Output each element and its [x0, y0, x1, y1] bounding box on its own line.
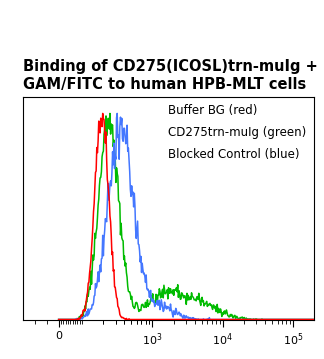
Text: Binding of CD275(ICOSL)trn-muIg +
GAM/FITC to human HPB-MLT cells: Binding of CD275(ICOSL)trn-muIg + GAM/FI… — [23, 59, 318, 92]
Text: CD275trn-muIg (green): CD275trn-muIg (green) — [168, 126, 307, 139]
Text: Buffer BG (red): Buffer BG (red) — [168, 104, 258, 117]
Text: Blocked Control (blue): Blocked Control (blue) — [168, 148, 300, 161]
